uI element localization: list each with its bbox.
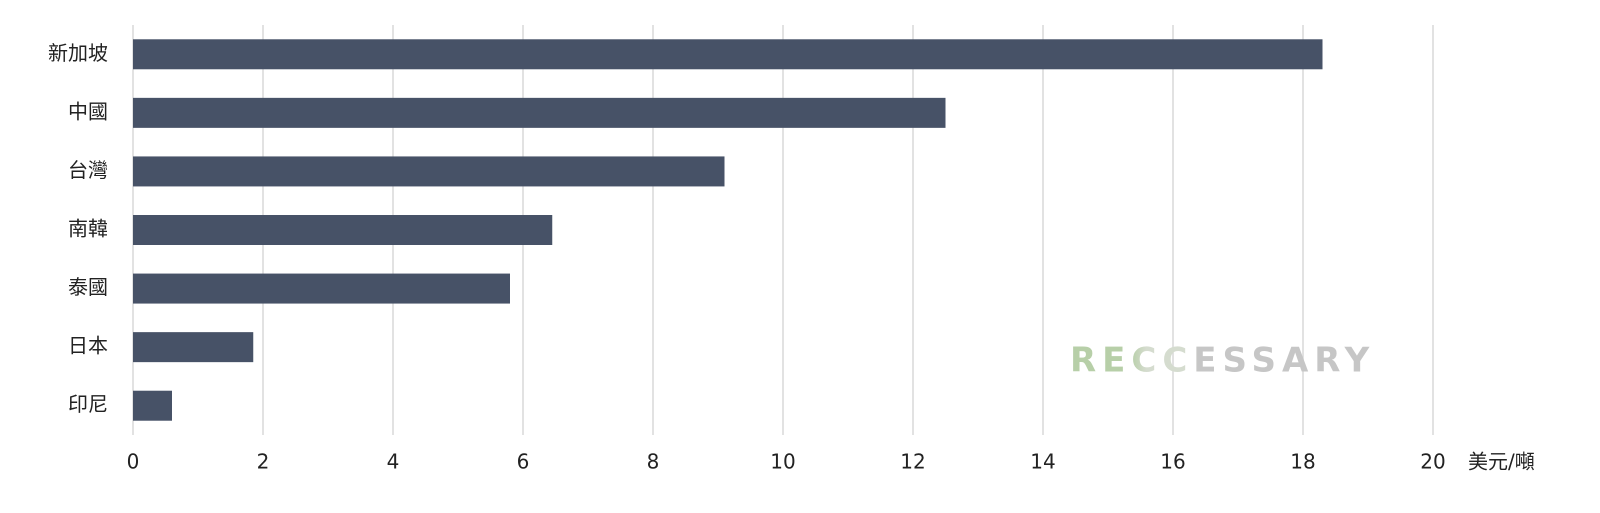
y-tick-label: 台灣 (68, 158, 108, 182)
x-axis-label: 美元/噸 (1468, 450, 1535, 474)
x-tick-label: 2 (257, 450, 270, 474)
bar (133, 332, 254, 363)
y-tick-label: 印尼 (68, 392, 108, 416)
y-tick-label: 南韓 (68, 217, 108, 241)
x-tick-label: 6 (517, 450, 530, 474)
x-tick-label: 20 (1420, 450, 1445, 474)
y-tick-label: 泰國 (68, 275, 108, 299)
bar (133, 215, 553, 245)
x-tick-label: 14 (1030, 450, 1055, 474)
bar (133, 97, 946, 128)
bar (133, 390, 172, 421)
watermark: RECCESSARY (1070, 341, 1375, 381)
x-tick-label: 0 (127, 450, 140, 474)
x-tick-label: 16 (1160, 450, 1185, 474)
x-tick-label: 10 (770, 450, 795, 474)
x-tick-label: 12 (900, 450, 925, 474)
y-tick-label: 新加坡 (48, 41, 108, 65)
bar (133, 156, 725, 187)
x-tick-label: 4 (387, 450, 400, 474)
bar (133, 273, 510, 304)
x-tick-label: 18 (1290, 450, 1315, 474)
x-tick-label: 8 (647, 450, 660, 474)
bar (133, 39, 1323, 70)
y-tick-label: 中國 (68, 99, 108, 123)
y-tick-label: 日本 (68, 334, 108, 358)
